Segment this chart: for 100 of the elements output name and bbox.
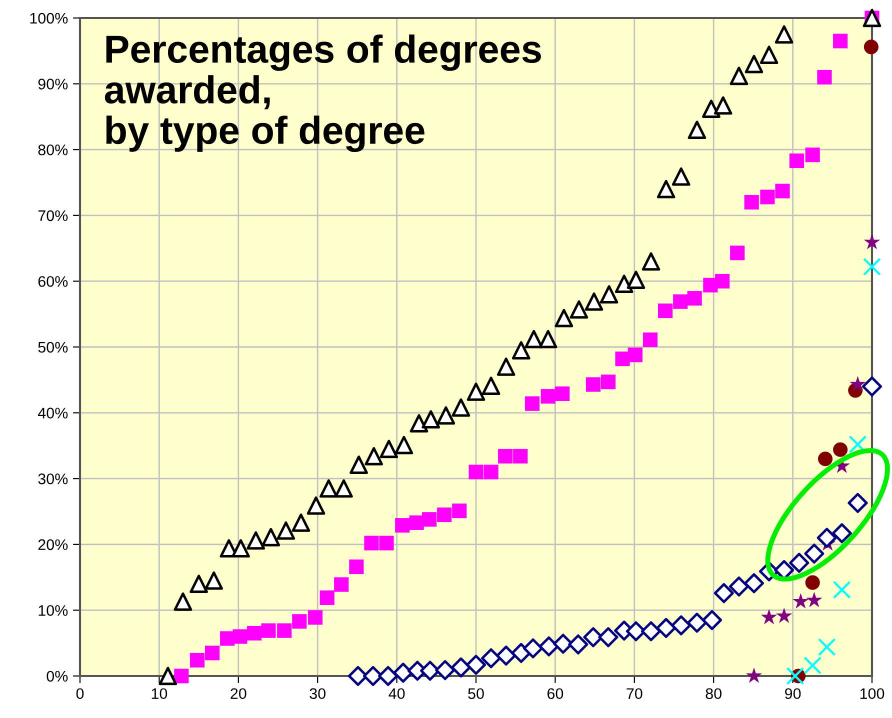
point (672, 167, 690, 186)
y-tick-label: 40% (38, 408, 68, 418)
point (656, 618, 676, 638)
point (792, 593, 809, 609)
point (379, 536, 394, 550)
point (818, 452, 833, 466)
point (688, 120, 706, 140)
point (862, 376, 882, 397)
point (850, 376, 866, 392)
point (833, 34, 848, 48)
point (817, 70, 832, 85)
point (628, 348, 642, 362)
point (730, 246, 745, 260)
point (422, 410, 440, 429)
point (466, 382, 486, 401)
point (833, 442, 848, 457)
point (760, 608, 778, 624)
point (641, 621, 662, 642)
point (334, 479, 353, 498)
point (744, 54, 764, 74)
point (686, 612, 707, 633)
point (395, 518, 410, 533)
point (246, 626, 262, 641)
point (204, 646, 220, 660)
point (306, 496, 326, 515)
point (818, 638, 836, 656)
point (774, 25, 794, 44)
point (642, 332, 658, 348)
text: Percentages of degrees awarded, by type of degree (104, 34, 541, 152)
point (862, 258, 882, 276)
point (848, 435, 867, 454)
point (393, 662, 414, 683)
y-tick-label: 90% (38, 78, 68, 90)
point (422, 512, 437, 527)
point (816, 528, 837, 548)
point (832, 580, 851, 599)
point (232, 629, 248, 644)
point (598, 627, 618, 648)
point (744, 194, 759, 210)
point (378, 666, 398, 686)
point (276, 521, 296, 540)
point (600, 374, 616, 390)
point (498, 448, 513, 464)
point (364, 447, 383, 466)
x-tick-label: 30 (310, 688, 326, 700)
y-tick-label: 50% (38, 342, 68, 353)
point (776, 608, 792, 624)
point (600, 285, 618, 304)
point (702, 100, 720, 118)
point (450, 657, 471, 678)
point (730, 66, 748, 86)
y-tick-label: 60% (38, 276, 68, 287)
y-tick-label: 70% (38, 210, 68, 222)
point (744, 573, 764, 594)
point (481, 648, 502, 668)
point (805, 148, 820, 162)
point (190, 574, 208, 594)
point (292, 614, 307, 629)
x-tick-label: 10 (152, 688, 168, 700)
point (246, 531, 265, 550)
point (380, 440, 398, 458)
point (484, 464, 498, 480)
point (435, 660, 456, 680)
point (786, 666, 804, 686)
point (496, 646, 516, 666)
point (656, 180, 676, 198)
point (513, 448, 528, 464)
point (437, 508, 452, 522)
x-tick-label: 0 (76, 688, 84, 700)
point (261, 623, 276, 638)
x-tick-label: 80 (706, 688, 722, 700)
point (512, 341, 530, 360)
point (626, 270, 646, 290)
point (715, 274, 730, 288)
point (540, 389, 556, 404)
x-tick-label: 100 (860, 688, 884, 700)
point (775, 184, 790, 198)
point (524, 396, 540, 411)
y-tick-label: 100% (30, 12, 68, 24)
point (292, 514, 310, 532)
point (615, 352, 630, 366)
point (334, 577, 349, 592)
point (714, 583, 734, 604)
point (350, 456, 368, 474)
point (538, 636, 559, 656)
point (658, 304, 673, 318)
y-tick-label: 10% (38, 605, 68, 616)
point (452, 504, 467, 518)
point (673, 294, 688, 309)
x-tick-label: 90 (785, 688, 801, 700)
point (158, 666, 178, 686)
point (864, 40, 878, 54)
point (568, 634, 588, 654)
point (687, 291, 702, 306)
point (320, 590, 334, 605)
point (174, 592, 192, 611)
point (468, 464, 484, 480)
point (522, 638, 544, 658)
point (554, 308, 574, 328)
point (714, 96, 732, 115)
